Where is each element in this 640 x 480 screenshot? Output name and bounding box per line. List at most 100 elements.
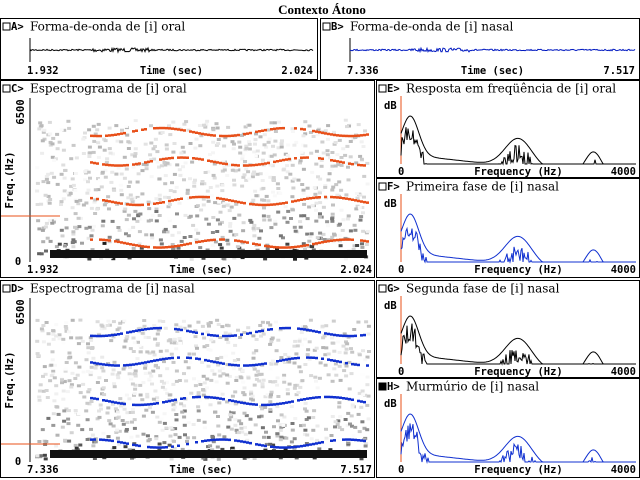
- spectrogram-cell: [340, 428, 345, 432]
- spectrogram-cell: [115, 238, 120, 242]
- spectrogram-cell: [273, 139, 278, 143]
- panel-checkbox[interactable]: [2, 22, 11, 31]
- panel-checkbox[interactable]: [378, 284, 387, 293]
- formant-dot: [300, 398, 303, 401]
- spectrogram-cell: [101, 219, 106, 223]
- formant-dot: [216, 396, 219, 400]
- spectrogram-cell: [102, 203, 107, 207]
- formant-dot: [207, 439, 210, 442]
- spectrogram-cell: [293, 417, 298, 420]
- spectrogram-cell: [135, 357, 140, 361]
- spectrogram-cell: [71, 238, 76, 242]
- spectrogram-cell: [360, 245, 365, 249]
- formant-dot: [339, 238, 342, 241]
- spectrogram-cell: [258, 324, 263, 327]
- spectrogram-cell: [111, 424, 116, 428]
- formant-dot: [261, 403, 264, 407]
- spectrogram-cell: [228, 229, 233, 233]
- formant-dot: [174, 398, 177, 402]
- formant-dot: [336, 396, 339, 399]
- panel-id: A>: [11, 21, 24, 33]
- spectrogram-cell: [238, 145, 243, 149]
- spectrogram-cell: [35, 189, 40, 193]
- spectrogram-cell: [101, 369, 106, 373]
- formant-dot: [174, 327, 177, 331]
- spectrogram-cell: [116, 226, 121, 229]
- panel-checkbox[interactable]: [378, 182, 387, 191]
- spectrogram-cell: [253, 138, 258, 142]
- formant-dot: [303, 156, 306, 159]
- spectrogram-cell: [46, 181, 51, 185]
- spectrogram-cell: [238, 367, 243, 371]
- spectrogram-cell: [76, 423, 81, 427]
- spectrogram-cell: [43, 372, 48, 376]
- spectrogram-cell: [354, 207, 359, 211]
- spectrogram-cell: [219, 246, 224, 250]
- spectrogram-cell: [51, 332, 56, 336]
- spectrogram-cell: [175, 163, 180, 167]
- spectrogram-cell: [40, 151, 45, 155]
- formant-dot: [201, 132, 204, 136]
- panel-checkbox[interactable]: [322, 22, 331, 31]
- formant-dot: [171, 127, 174, 130]
- spectrogram-cell: [87, 388, 92, 392]
- formant-dot: [171, 399, 174, 402]
- spectrogram-cell: [40, 228, 45, 232]
- spectrogram-cell: [165, 380, 169, 384]
- spectrogram-cell: [37, 127, 42, 131]
- formant-dot: [186, 242, 189, 246]
- panel-frame: [0, 18, 318, 80]
- spectrogram-cell: [194, 344, 198, 348]
- spectrogram-cell: [361, 349, 365, 353]
- spectrogram-cell: [182, 415, 187, 419]
- spectrogram-cell: [266, 128, 271, 132]
- spectrogram-cell: [156, 366, 160, 370]
- spectrogram-cell: [153, 137, 158, 141]
- spectrogram-cell: [143, 371, 148, 375]
- spectrogram-cell: [169, 341, 174, 345]
- spectrogram-cell: [51, 412, 56, 416]
- spectrogram-cell: [84, 358, 89, 362]
- x-axis-label: Time (sec): [169, 464, 232, 476]
- panel-checkbox[interactable]: [2, 84, 11, 93]
- spectrogram-cell: [234, 379, 239, 382]
- spectrogram-cell: [224, 354, 228, 358]
- spectrogram-cell: [248, 431, 253, 435]
- x-start-label: 7.336: [27, 464, 59, 476]
- spectrogram-cell: [212, 162, 217, 166]
- formant-dot: [264, 244, 267, 248]
- spectrogram-cell: [227, 374, 232, 378]
- spectrogram-cell: [63, 367, 68, 371]
- spectrogram-cell: [162, 381, 166, 385]
- spectrogram-cell: [222, 202, 227, 206]
- spectrogram-cell: [275, 182, 280, 186]
- spectrogram-cell: [251, 356, 256, 360]
- formant-dot: [219, 134, 222, 138]
- spectrogram-cell: [156, 328, 161, 332]
- spectrogram-cell: [80, 241, 84, 245]
- formant-dot: [219, 197, 222, 200]
- spectrogram-cell: [345, 217, 350, 221]
- formant-dot: [189, 356, 192, 360]
- spectrogram-cell: [218, 390, 223, 393]
- formant-dot: [237, 364, 240, 367]
- envelope: [400, 213, 636, 263]
- panel-checkbox[interactable]: [2, 284, 11, 293]
- formant-dot: [282, 446, 285, 449]
- formant-dot: [165, 446, 168, 449]
- spectrogram-cell: [340, 444, 345, 448]
- panel-checkbox[interactable]: [378, 84, 387, 93]
- spectrogram-cell: [314, 162, 319, 166]
- spectrogram-cell: [141, 217, 146, 221]
- spectrogram-cell: [178, 339, 183, 343]
- spectrogram-cell: [252, 150, 257, 154]
- spectrogram-cell: [166, 196, 171, 199]
- panel-checkbox[interactable]: [378, 382, 387, 391]
- spectrogram-cell: [140, 398, 145, 402]
- formant-dot: [219, 361, 222, 365]
- formant-dot: [342, 197, 345, 200]
- spectrogram-cell: [141, 330, 146, 333]
- spectrogram-cell: [242, 393, 247, 397]
- formant-dot: [243, 201, 246, 205]
- spectrogram-cell: [227, 332, 232, 336]
